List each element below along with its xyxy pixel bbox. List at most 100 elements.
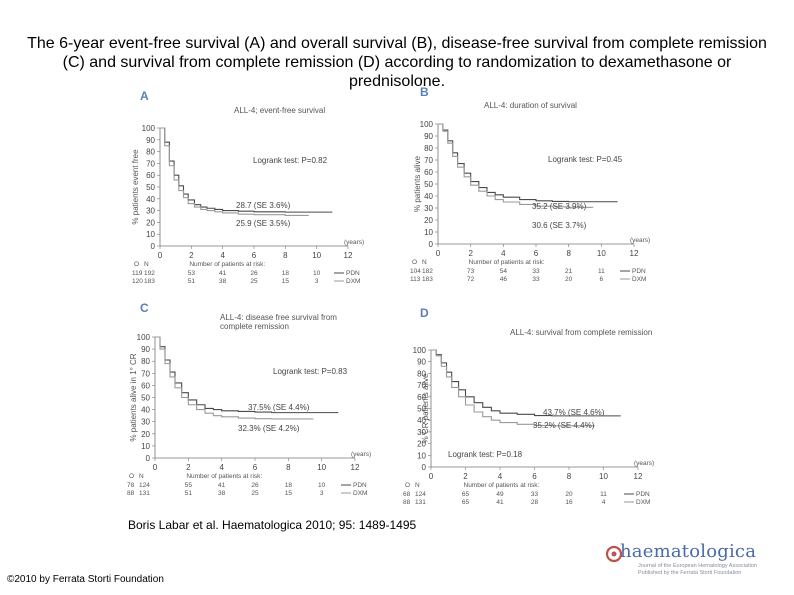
risk-header-n: N <box>139 473 144 480</box>
risk-n-value: 183 <box>144 278 155 285</box>
survival-curve-pdn <box>431 349 621 417</box>
x-tick-label: 0 <box>436 249 441 258</box>
survival-curve-pdn <box>155 336 339 414</box>
risk-count: 33 <box>532 268 540 275</box>
y-tick-label: 20 <box>141 430 150 439</box>
km-panel-b: B ALL-4: duration of survival 0 10 20 30 40 50 6… <box>408 84 688 289</box>
risk-n-value: 182 <box>422 268 433 275</box>
risk-n-value: 131 <box>139 490 150 497</box>
risk-count: 11 <box>598 268 605 275</box>
risk-n-value: 183 <box>422 276 433 283</box>
panel-letter: C <box>140 301 149 315</box>
y-tick-label: 90 <box>146 136 155 145</box>
risk-header-o: O <box>412 259 417 266</box>
risk-count: 20 <box>565 491 573 498</box>
y-tick-label: 50 <box>424 180 433 189</box>
y-tick-label: 80 <box>146 148 155 157</box>
x-tick-label: 2 <box>186 463 191 472</box>
risk-o-value: 113 <box>410 276 421 283</box>
km-chart-c: C ALL-4: disease free survival fromcomple… <box>127 301 371 497</box>
risk-count: 51 <box>185 490 193 497</box>
survival-annotation: 35.2 (SE 3.9%) <box>532 202 587 211</box>
risk-count: 16 <box>565 499 573 506</box>
risk-header-label: Number of patients at risk: <box>186 473 262 480</box>
risk-header-n: N <box>422 259 427 266</box>
survival-curve-pdn <box>160 127 333 213</box>
y-tick-label: 10 <box>424 228 433 237</box>
y-tick-label: 60 <box>424 168 433 177</box>
risk-o-value: 120 <box>132 278 143 285</box>
x-tick-label: 12 <box>351 463 360 472</box>
logo-subtitle-line-2: Published by the Ferrata Storti Foundati… <box>638 570 742 576</box>
y-tick-label: 20 <box>424 216 433 225</box>
x-tick-label: 4 <box>501 249 506 258</box>
risk-count: 41 <box>496 499 504 506</box>
risk-header-label: Number of patients at risk: <box>464 482 540 489</box>
y-tick-label: 70 <box>146 159 155 168</box>
haematologica-logo[interactable]: haematologica Journal of the European He… <box>598 541 778 581</box>
logo-mark-icon <box>605 545 623 563</box>
y-tick-label: 0 <box>429 240 434 249</box>
risk-count: 72 <box>467 276 475 283</box>
risk-count: 33 <box>532 276 540 283</box>
risk-count: 38 <box>218 490 226 497</box>
y-tick-label: 90 <box>141 345 150 354</box>
x-tick-label: 6 <box>252 251 257 260</box>
risk-o-value: 68 <box>403 491 411 498</box>
risk-count: 49 <box>496 491 504 498</box>
risk-count: 11 <box>600 491 607 498</box>
risk-count: 26 <box>251 482 259 489</box>
x-tick-label: 8 <box>567 472 572 481</box>
legend-label-pdn: PDN <box>353 482 367 489</box>
risk-count: 33 <box>531 491 539 498</box>
risk-count: 6 <box>600 276 604 283</box>
risk-n-value: 131 <box>415 499 426 506</box>
risk-count: 4 <box>602 499 606 506</box>
survival-curve-dxm <box>431 349 595 427</box>
y-tick-label: 60 <box>417 393 426 402</box>
survival-annotation: 32.3% (SE 4.2%) <box>238 424 300 433</box>
risk-n-value: 124 <box>415 491 426 498</box>
survival-curve-dxm <box>160 127 309 216</box>
y-tick-label: 20 <box>417 440 426 449</box>
y-tick-label: 40 <box>424 192 433 201</box>
x-tick-label: 10 <box>312 251 321 260</box>
x-tick-label: 2 <box>463 472 468 481</box>
survival-annotation: 28.7 (SE 3.6%) <box>236 201 291 210</box>
risk-o-value: 78 <box>127 482 135 489</box>
x-tick-label: 12 <box>634 472 643 481</box>
x-tick-label: 0 <box>153 463 158 472</box>
x-axis-label: (years) <box>351 451 371 458</box>
chart-title: ALL-4: duration of survival <box>484 101 577 110</box>
risk-count: 65 <box>462 499 470 506</box>
risk-o-value: 104 <box>410 268 421 275</box>
logo-subtitle: Journal of the European Hematology Assoc… <box>638 563 778 577</box>
survival-curve-pdn <box>438 123 618 203</box>
x-tick-label: 10 <box>317 463 326 472</box>
x-tick-label: 4 <box>219 463 224 472</box>
y-tick-label: 100 <box>142 124 156 133</box>
x-tick-label: 4 <box>220 251 225 260</box>
risk-count: 41 <box>218 482 226 489</box>
risk-n-value: 192 <box>144 270 155 277</box>
km-chart-d: D ALL-4: survival from complete remission… <box>403 306 654 506</box>
chart-title: ALL-4: disease free survival from <box>220 313 337 322</box>
logo-subtitle-line-1: Journal of the European Hematology Assoc… <box>638 563 757 569</box>
legend-label-pdn: PDN <box>632 268 646 275</box>
x-tick-label: 2 <box>189 251 194 260</box>
y-tick-label: 10 <box>417 451 426 460</box>
y-tick-label: 40 <box>417 416 426 425</box>
chart-title: ALL-4: survival from complete remission <box>510 328 652 337</box>
risk-o-value: 119 <box>132 270 143 277</box>
y-axis-label: % CR patients alive <box>421 373 430 443</box>
risk-count: 10 <box>313 270 321 277</box>
logo-wordmark: haematologica <box>620 541 757 562</box>
legend-label-pdn: PDN <box>346 270 360 277</box>
copyright-notice: ©2010 by Ferrata Storti Foundation <box>7 574 164 585</box>
chart-title: complete remission <box>220 322 289 331</box>
survival-annotation: 43.7% (SE 4.6%) <box>543 408 605 417</box>
risk-count: 41 <box>219 270 227 277</box>
survival-annotation: 30.6 (SE 3.7%) <box>532 221 587 230</box>
risk-header-o: O <box>134 261 139 268</box>
y-tick-label: 100 <box>137 333 151 342</box>
